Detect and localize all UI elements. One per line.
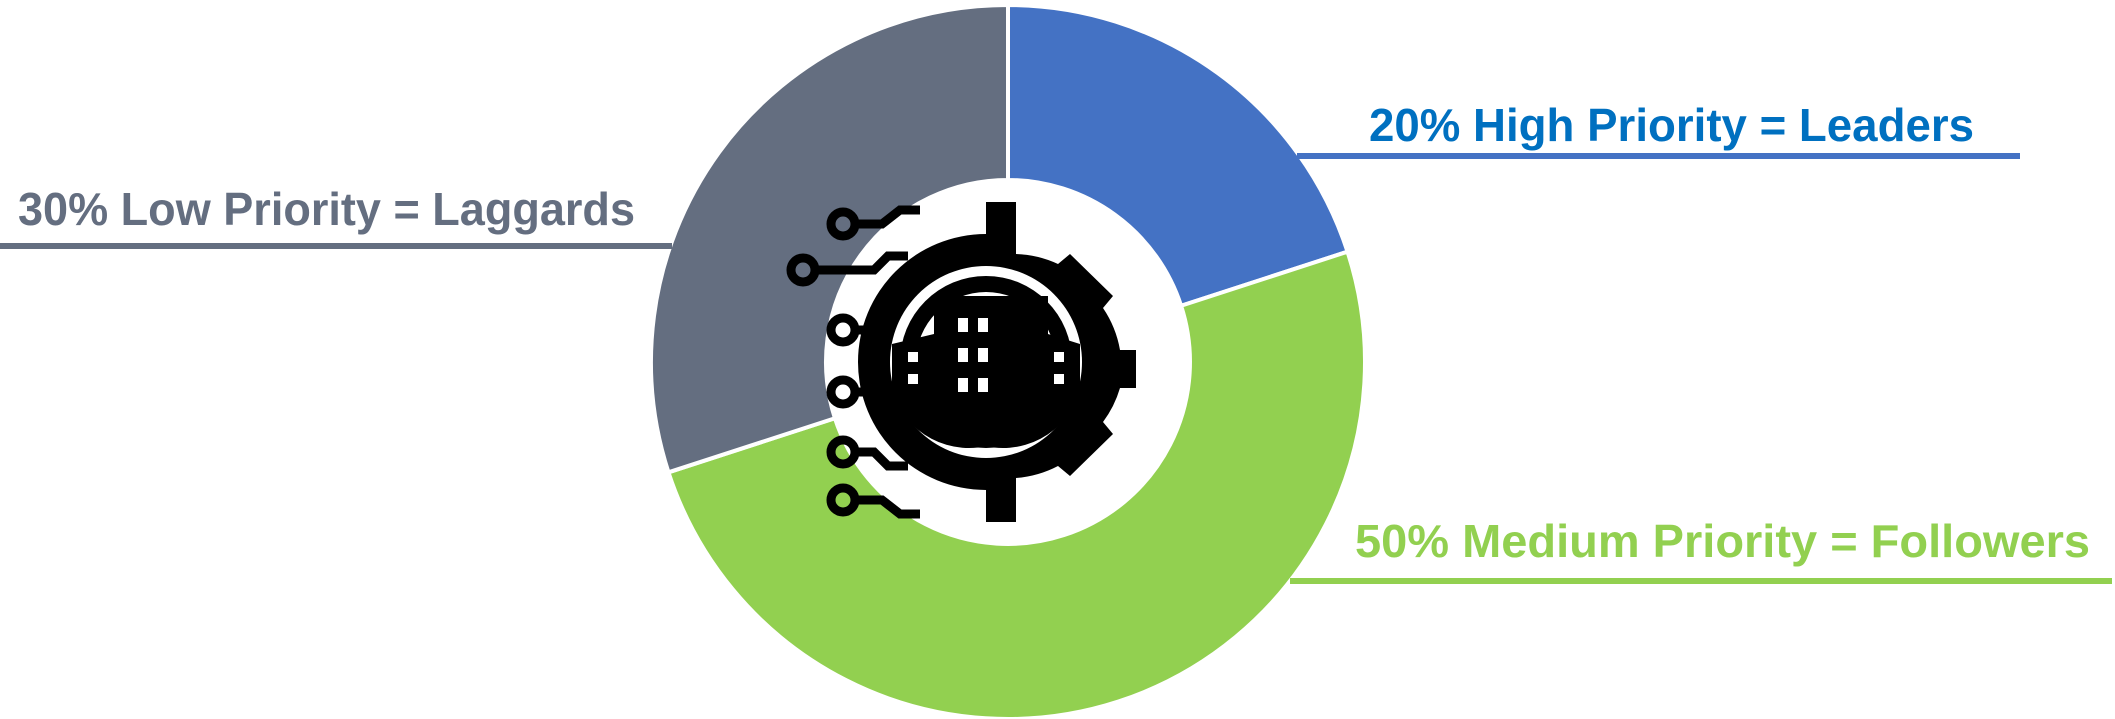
slice	[665, 249, 1367, 719]
slice-label: 20% High Priority = Leaders	[1369, 99, 1974, 151]
category-label: High Priority = Leaders	[1473, 99, 1974, 151]
category-label: Low Priority = Laggards	[121, 183, 635, 235]
windows	[908, 318, 1064, 392]
value-label: 30%	[18, 183, 108, 235]
labels: 20% High Priority = Leaders 50% Medium Pr…	[0, 99, 2112, 584]
slice	[1006, 2, 1351, 309]
slice	[649, 2, 1010, 475]
building	[892, 296, 1080, 449]
category-label: Medium Priority = Followers	[1462, 515, 2090, 567]
circuits	[786, 205, 920, 519]
center-icon	[786, 202, 1136, 522]
slice-label: 50% Medium Priority = Followers	[1355, 515, 2090, 567]
value-label: 20%	[1369, 99, 1460, 151]
slice-label: 30% Low Priority = Laggards	[18, 183, 635, 235]
value-label: 50%	[1355, 515, 1449, 567]
